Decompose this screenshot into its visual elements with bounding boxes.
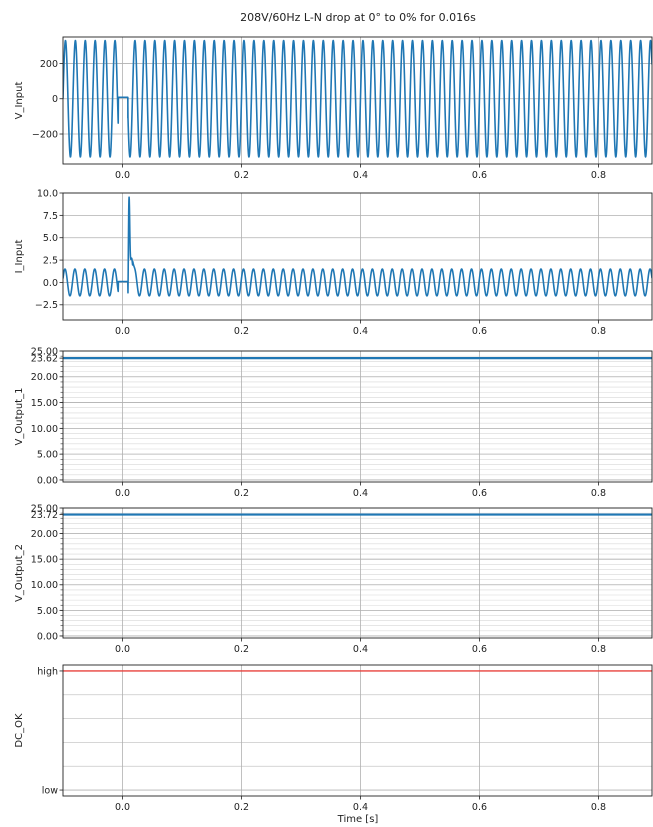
figure-title: 208V/60Hz L-N drop at 0° to 0% for 0.016…: [240, 11, 476, 24]
y-tick-label: 7.5: [43, 211, 58, 222]
plot-area: [63, 193, 652, 320]
y-tick-label: 0.00: [37, 631, 58, 642]
y-tick-label: −200: [32, 129, 58, 140]
y-tick-label: 0.00: [37, 475, 58, 486]
x-tick-label: 0.0: [115, 170, 130, 181]
panel-v-output-2: 0.0 0.2 0.4 0.6 0.8 0.00 5.00 10.00 15.00 20.00 23…: [14, 503, 653, 655]
plot-area: [63, 665, 652, 796]
x-tick-label: 0.6: [472, 488, 487, 499]
x-tick-label: 0.4: [353, 644, 368, 655]
y-tick-label: 0: [52, 94, 58, 105]
x-tick-label: 0.8: [591, 644, 606, 655]
y-tick-label: 25.00: [31, 346, 58, 357]
y-tick-label: 15.00: [31, 555, 58, 566]
y-tick-label: 2.5: [43, 255, 58, 266]
y-axis-label-v-output-2: V_Output_2: [14, 544, 25, 602]
x-tick-label: 0.0: [115, 802, 130, 813]
x-tick-label: 0.6: [472, 170, 487, 181]
plot-area: [63, 351, 652, 482]
panel-i-input: 0.0 0.2 0.4 0.6 0.8 −2.5 0.0 2.5 5.0 7.5 10.0 I_Inp…: [14, 188, 653, 337]
axes-frame: [62, 350, 653, 483]
y-tick-label: 23.62: [31, 354, 58, 365]
x-tick-label: 0.2: [234, 802, 249, 813]
x-tick-label: 0.6: [472, 326, 487, 337]
x-tick-label: 0.8: [591, 488, 606, 499]
y-tick-label: −2.5: [35, 300, 58, 311]
y-tick-label: 10.00: [31, 424, 58, 435]
axes-frame: [62, 507, 653, 639]
y-tick-label: 200: [40, 59, 58, 70]
x-tick-label: 0.4: [353, 802, 368, 813]
y-tick-label: 5.0: [43, 233, 58, 244]
y-tick-label: 15.00: [31, 398, 58, 409]
y-tick-label: 23.72: [31, 510, 58, 521]
x-tick-label: 0.2: [234, 326, 249, 337]
axes-frame: [62, 36, 653, 165]
x-tick-label: 0.8: [591, 802, 606, 813]
y-axis-label-v-input: V_Input: [14, 82, 25, 120]
plot-area: [63, 508, 652, 638]
x-tick-label: 0.8: [591, 170, 606, 181]
y-tick-label: 10.00: [31, 580, 58, 591]
x-tick-label: 0.2: [234, 488, 249, 499]
y-tick-label: 20.00: [31, 372, 58, 383]
panel-dc-ok: 0.0 0.2 0.4 0.6 0.8 low high DC_OK: [14, 664, 653, 813]
x-tick-label: 0.0: [115, 488, 130, 499]
panel-v-input: 0.0 0.2 0.4 0.6 0.8 −200 0 200 V_Input: [14, 36, 653, 181]
y-tick-label: 20.00: [31, 529, 58, 540]
y-tick-label: 5.00: [37, 450, 58, 461]
y-tick-label: 0.0: [43, 278, 58, 289]
x-tick-label: 0.0: [115, 326, 130, 337]
y-axis-label-i-input: I_Input: [14, 240, 25, 274]
x-tick-label: 0.2: [234, 170, 249, 181]
x-tick-label: 0.4: [353, 170, 368, 181]
series-line-v-input: [63, 39, 652, 158]
x-tick-label: 0.8: [591, 326, 606, 337]
y-tick-label: 10.0: [37, 188, 58, 199]
series-line-i-input: [63, 196, 652, 297]
y-tick-label: high: [37, 666, 58, 677]
x-tick-label: 0.4: [353, 488, 368, 499]
x-axis-label: Time [s]: [337, 814, 379, 825]
y-tick-label: 25.00: [31, 503, 58, 514]
axes-frame: [62, 192, 653, 321]
axes-frame: [62, 664, 653, 797]
x-tick-label: 0.0: [115, 644, 130, 655]
panel-v-output-1: 0.0 0.2 0.4 0.6 0.8 0.00 5.00 10.00 15.00 20.00 23…: [14, 346, 653, 499]
x-tick-label: 0.4: [353, 326, 368, 337]
x-tick-label: 0.2: [234, 644, 249, 655]
y-axis-label-dc-ok: DC_OK: [14, 713, 25, 748]
x-tick-label: 0.6: [472, 802, 487, 813]
y-axis-label-v-output-1: V_Output_1: [14, 388, 25, 446]
x-tick-label: 0.6: [472, 644, 487, 655]
y-tick-label: low: [42, 785, 58, 796]
y-tick-label: 5.00: [37, 606, 58, 617]
